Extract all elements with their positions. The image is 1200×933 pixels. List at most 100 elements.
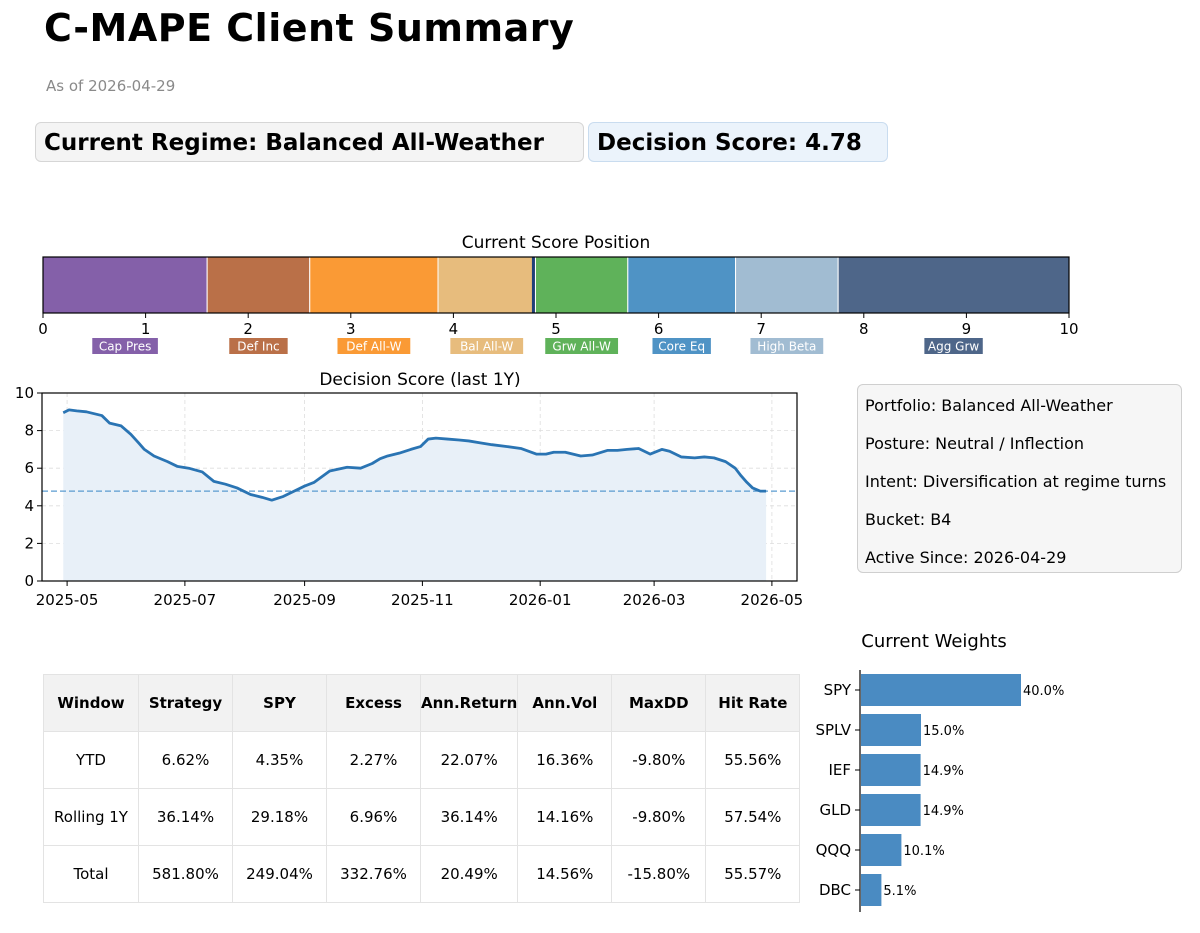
category-label: IEF (828, 761, 851, 779)
table-cell: 22.07% (419, 731, 519, 789)
regime-label: Core Eq (658, 340, 705, 354)
table-header-row: Window Strategy SPY Excess Ann.Return An… (43, 674, 801, 732)
table-cell: 36.14% (138, 788, 233, 846)
portfolio-info-box: Portfolio: Balanced All-Weather Posture:… (857, 384, 1182, 573)
category-label: QQQ (816, 841, 851, 859)
weight-data-label: 40.0% (1023, 684, 1064, 699)
regime-label: High Beta (757, 340, 816, 354)
regime-segment (42, 256, 208, 314)
weight-data-label: 14.9% (923, 764, 964, 779)
regime-label: Def Inc (237, 340, 279, 354)
regime-label-box (229, 338, 288, 354)
weight-bar (861, 794, 921, 826)
performance-table: Window Strategy SPY Excess Ann.Return An… (43, 674, 801, 903)
score-badge: Decision Score: 4.78 (588, 122, 888, 162)
y-tick-label: 2 (24, 534, 34, 552)
column-header: Window (43, 674, 139, 732)
category-label: SPLV (815, 721, 851, 739)
regime-segment (534, 256, 629, 314)
score-badge-text: Decision Score: 4.78 (597, 130, 862, 156)
info-portfolio: Portfolio: Balanced All-Weather (865, 396, 1113, 415)
table-cell: 2.27% (326, 731, 421, 789)
regime-segment (735, 256, 839, 314)
page-title: C-MAPE Client Summary (44, 6, 575, 50)
category-label: GLD (819, 801, 851, 819)
x-tick-label: 2025-11 (391, 591, 454, 609)
x-tick-label: 2 (243, 320, 253, 338)
table-cell: 57.54% (705, 788, 801, 846)
regime-label-box (545, 338, 619, 354)
regime-segment (206, 256, 311, 314)
table-cell: 249.04% (232, 845, 327, 903)
weights-title: Current Weights (861, 631, 1006, 652)
x-tick-label: 5 (551, 320, 561, 338)
y-tick-label: 0 (24, 572, 34, 590)
weights-chart: Current Weights SPY 40.0% SPLV 15.0% IEF 14.9… (815, 631, 1064, 912)
table-cell: -9.80% (611, 731, 707, 789)
x-tick-label: 2026-05 (741, 591, 804, 609)
x-tick-label: 2025-09 (273, 591, 336, 609)
x-tick-label: 7 (756, 320, 766, 338)
regime-segment (437, 256, 536, 314)
regime-label: Def All-W (346, 340, 401, 354)
table-cell: 581.80% (138, 845, 233, 903)
x-tick-label: 6 (654, 320, 664, 338)
column-header: Ann.Return (419, 674, 519, 732)
score-series-line (62, 408, 767, 502)
weight-data-label: 15.0% (923, 724, 964, 739)
column-header: Ann.Vol (517, 674, 613, 732)
table-cell: 6.62% (138, 731, 233, 789)
plot-frame (41, 392, 798, 582)
info-active-since: Active Since: 2026-04-29 (865, 548, 1067, 567)
y-tick-label: 10 (15, 384, 34, 402)
table-cell: 332.76% (326, 845, 421, 903)
x-tick-label: 2025-07 (154, 591, 217, 609)
decision-score-chart: Decision Score (last 1Y) 0 2 4 6 8 10 2025-05 2… (15, 370, 804, 609)
x-tick-label: 3 (346, 320, 356, 338)
column-header: Strategy (138, 674, 233, 732)
weight-data-label: 5.1% (883, 884, 916, 899)
info-bucket: Bucket: B4 (865, 510, 952, 529)
y-tick-label: 4 (24, 497, 34, 515)
column-header: Hit Rate (705, 674, 801, 732)
regime-label: Agg Grw (928, 340, 979, 354)
table-row: YTD 6.62% 4.35% 2.27% 22.07% 16.36% -9.8… (43, 731, 801, 789)
category-label: SPY (824, 681, 852, 699)
weight-bar (861, 674, 1021, 706)
as-of-date: As of 2026-04-29 (46, 77, 176, 95)
regime-segment (837, 256, 1070, 314)
regime-badge-text: Current Regime: Balanced All-Weather (44, 130, 544, 156)
x-tick-label: 8 (859, 320, 869, 338)
weight-bar (861, 754, 921, 786)
table-cell: Rolling 1Y (43, 788, 139, 846)
table-row: Total 581.80% 249.04% 332.76% 20.49% 14.… (43, 845, 801, 903)
regime-label-box (450, 338, 524, 354)
table-cell: 14.56% (517, 845, 613, 903)
x-tick-label: 2026-03 (623, 591, 686, 609)
weight-data-label: 10.1% (903, 844, 944, 859)
table-cell: Total (43, 845, 139, 903)
info-posture: Posture: Neutral / Inflection (865, 434, 1085, 453)
weight-bar (861, 834, 902, 866)
decision-score-title: Decision Score (last 1Y) (319, 370, 520, 390)
x-tick-label: 1 (141, 320, 151, 338)
table-cell: 6.96% (326, 788, 421, 846)
x-tick-label: 10 (1059, 320, 1078, 338)
regime-label: Grw All-W (552, 340, 611, 354)
table-cell: 4.35% (232, 731, 327, 789)
table-cell: -15.80% (611, 845, 707, 903)
x-tick-label: 9 (962, 320, 972, 338)
score-position-chart: Current Score Position 0 1 2 3 4 5 6 7 8 9 10 Cap … (38, 233, 1079, 354)
weight-data-label: 14.9% (923, 804, 964, 819)
y-tick-label: 8 (24, 422, 34, 440)
y-tick-label: 6 (24, 459, 34, 477)
table-cell: 55.57% (705, 845, 801, 903)
table-cell: YTD (43, 731, 139, 789)
table-cell: 36.14% (419, 788, 519, 846)
column-header: Excess (326, 674, 421, 732)
column-header: MaxDD (611, 674, 707, 732)
table-cell: 29.18% (232, 788, 327, 846)
score-area (63, 409, 767, 581)
regime-label: Cap Pres (99, 340, 152, 354)
x-tick-label: 2025-05 (36, 591, 99, 609)
